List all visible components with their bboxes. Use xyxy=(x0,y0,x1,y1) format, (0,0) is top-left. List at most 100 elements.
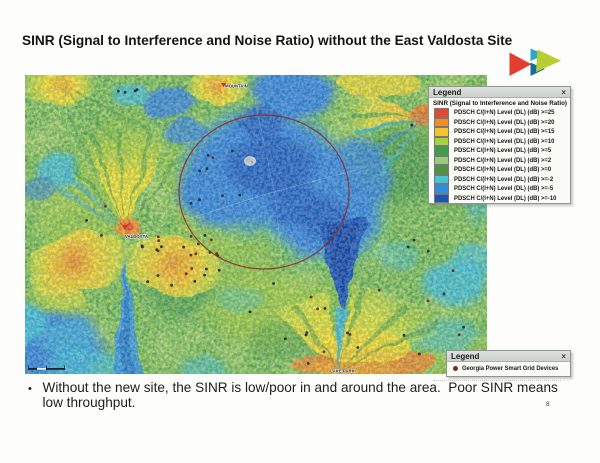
device-dot-swatch xyxy=(453,366,458,371)
bullet-list: • Without the new site, the SINR is low/… xyxy=(28,380,563,410)
devices-legend-window: Legend × Georgia Power Smart Grid Device… xyxy=(446,350,571,377)
sinr-legend-row: PDSCH C/(I+N) Level (DL) (dB) >=5 xyxy=(429,146,570,156)
annotation-circle xyxy=(178,114,350,270)
devices-legend-row: Georgia Power Smart Grid Devices xyxy=(447,362,570,375)
device-dot xyxy=(146,280,150,283)
sinr-legend-swatch xyxy=(434,184,449,194)
device-dot xyxy=(304,333,308,337)
sinr-legend-row: PDSCH C/(I+N) Level (DL) (dB) >=20 xyxy=(429,117,570,127)
slide-title: SINR (Signal to Interference and Noise R… xyxy=(22,33,513,48)
device-dot xyxy=(426,299,430,303)
sinr-coverage-map: MOUNTAIN VALDOSTA LAKE PARK xyxy=(25,75,487,374)
sinr-legend-label: PDSCH C/(I+N) Level (DL) (dB) >=-10 xyxy=(454,194,557,202)
sinr-legend-close-icon[interactable]: × xyxy=(561,87,566,97)
device-dot xyxy=(133,89,137,93)
device-dots xyxy=(85,88,467,365)
device-dot xyxy=(356,346,360,349)
device-dot xyxy=(135,88,139,91)
device-dot xyxy=(198,169,202,173)
scan-artifact-dotted-line xyxy=(433,380,561,381)
company-logo xyxy=(509,48,561,76)
device-dot xyxy=(215,252,219,255)
device-dot xyxy=(417,352,421,356)
map-site-label: MOUNTAIN xyxy=(225,84,248,89)
sinr-legend-row: PDSCH C/(I+N) Level (DL) (dB) >=0 xyxy=(429,165,570,175)
map-site-labels: MOUNTAIN VALDOSTA LAKE PARK xyxy=(125,83,356,374)
device-dot xyxy=(157,239,161,243)
sinr-legend-swatch xyxy=(434,117,449,127)
device-dot xyxy=(211,156,215,160)
devices-legend-label: Georgia Power Smart Grid Devices xyxy=(462,365,559,372)
map-scale-bar xyxy=(28,365,65,370)
sinr-legend-label: PDSCH C/(I+N) Level (DL) (dB) >=2 xyxy=(454,156,552,164)
device-dot xyxy=(221,194,224,197)
map-site-label: VALDOSTA xyxy=(125,234,148,239)
device-dot xyxy=(238,193,242,197)
logo-red-triangle xyxy=(509,52,532,76)
site-antenna-icons xyxy=(119,83,227,230)
sinr-legend-row: PDSCH C/(I+N) Level (DL) (dB) >=15 xyxy=(429,127,570,137)
sinr-legend-swatch xyxy=(434,136,449,146)
device-dot xyxy=(457,333,461,337)
device-dot xyxy=(170,283,174,287)
sinr-legend-title: Legend xyxy=(433,87,462,97)
sinr-legend-label: PDSCH C/(I+N) Level (DL) (dB) >=5 xyxy=(454,147,552,155)
sinr-legend-window: Legend × SINR (Signal to Interference an… xyxy=(428,86,571,204)
sinr-legend-swatch xyxy=(434,146,449,156)
device-dot xyxy=(306,362,310,365)
device-dot xyxy=(85,219,88,222)
device-dot xyxy=(203,273,207,277)
device-dot xyxy=(283,337,287,341)
device-dot xyxy=(309,295,313,299)
device-dot xyxy=(442,292,446,296)
device-dot xyxy=(348,333,352,336)
device-dot xyxy=(190,267,194,270)
sinr-legend-label: PDSCH C/(I+N) Level (DL) (dB) >=-5 xyxy=(454,185,554,193)
sinr-legend-row: PDSCH C/(I+N) Level (DL) (dB) >=-5 xyxy=(429,184,570,194)
device-dot xyxy=(402,334,406,337)
device-dot xyxy=(217,268,221,272)
device-dot xyxy=(210,238,213,242)
page-number: 8 xyxy=(546,401,550,408)
device-dot xyxy=(203,234,207,237)
device-dot xyxy=(123,90,127,94)
device-dot xyxy=(198,198,201,202)
device-dot xyxy=(155,248,159,252)
device-dot xyxy=(205,267,208,271)
device-dot xyxy=(248,310,252,314)
device-dot xyxy=(104,205,107,208)
map-speckle-dark xyxy=(25,75,487,374)
devices-legend-rows: Georgia Power Smart Grid Devices xyxy=(447,362,570,375)
sinr-legend-label: PDSCH C/(I+N) Level (DL) (dB) >=25 xyxy=(454,109,555,117)
sinr-legend-swatch xyxy=(434,193,449,203)
device-dot xyxy=(451,269,455,273)
device-dot xyxy=(406,245,410,249)
device-dot xyxy=(412,238,416,242)
device-dot xyxy=(189,253,193,257)
sinr-legend-rows: PDSCH C/(I+N) Level (DL) (dB) >=25 PDSCH … xyxy=(429,108,570,203)
device-dot xyxy=(462,325,465,329)
bullet-text: Without the new site, the SINR is low/po… xyxy=(42,380,562,410)
map-highlight-splotch xyxy=(244,156,256,166)
device-dot xyxy=(205,167,209,170)
sinr-legend-label: PDSCH C/(I+N) Level (DL) (dB) >=20 xyxy=(454,118,555,126)
sinr-legend-label: PDSCH C/(I+N) Level (DL) (dB) >=15 xyxy=(454,128,555,136)
sinr-legend-row: PDSCH C/(I+N) Level (DL) (dB) >=25 xyxy=(429,108,570,118)
device-dot xyxy=(140,244,144,248)
device-dot xyxy=(426,249,430,253)
sinr-legend-swatch xyxy=(434,174,449,184)
sinr-legend-titlebar: Legend × xyxy=(429,87,570,98)
devices-legend-close-icon[interactable]: × xyxy=(561,351,566,361)
device-dot xyxy=(377,288,381,292)
map-roads xyxy=(184,99,356,271)
device-dot xyxy=(196,242,200,246)
device-dot xyxy=(272,282,275,285)
sinr-legend-heading: SINR (Signal to Interference and Noise R… xyxy=(433,100,568,107)
device-dot xyxy=(323,307,327,310)
device-dot xyxy=(160,245,163,249)
sinr-legend-swatch xyxy=(434,165,449,175)
devices-legend-title: Legend xyxy=(451,351,480,361)
sinr-legend-label: PDSCH C/(I+N) Level (DL) (dB) >=0 xyxy=(454,166,552,174)
device-dot xyxy=(230,149,234,153)
sinr-legend-swatch xyxy=(434,127,449,137)
